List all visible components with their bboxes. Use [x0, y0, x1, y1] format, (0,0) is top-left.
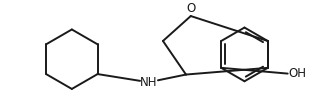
Text: OH: OH	[289, 67, 307, 80]
Text: NH: NH	[140, 76, 157, 89]
Text: O: O	[186, 2, 195, 15]
